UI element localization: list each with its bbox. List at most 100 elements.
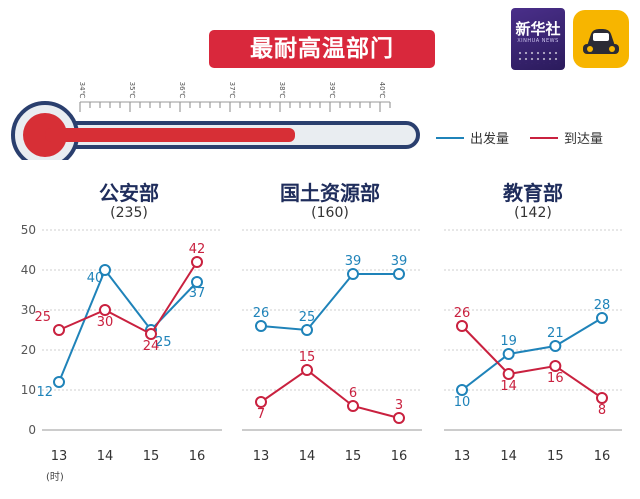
x-tick-label: 15 — [547, 449, 564, 464]
data-label-arrival: 42 — [189, 242, 206, 257]
data-point-arrival — [53, 324, 65, 336]
panel-2-title: 国土资源部 — [280, 181, 380, 205]
data-label-arrival: 26 — [454, 306, 471, 321]
x-tick-label: 13 — [454, 449, 471, 464]
data-point-arrival — [301, 364, 313, 376]
y-tick-label: 50 — [21, 223, 36, 237]
data-point-arrival — [347, 400, 359, 412]
thermometer-scale: 34℃ 35℃ 36℃ 37℃ 38℃ 39℃ 40℃ — [78, 82, 391, 112]
data-point-arrival — [456, 320, 468, 332]
data-label-departure: 37 — [189, 286, 206, 301]
panel-1-title: 公安部 — [99, 181, 159, 205]
xinhua-logo-pattern — [517, 50, 559, 64]
data-label-departure: 19 — [500, 334, 517, 349]
thermometer-tick-label: 38℃ — [278, 82, 286, 99]
data-label-arrival: 14 — [500, 379, 517, 394]
panel-3-count: (142) — [514, 205, 552, 221]
series-line-departure — [461, 317, 603, 391]
data-label-departure: 12 — [36, 385, 53, 400]
page-title: 最耐高温部门 — [209, 30, 435, 68]
panel-1-count: (235) — [110, 205, 148, 221]
thermometer-tick-label: 35℃ — [128, 82, 136, 99]
data-label-departure: 26 — [253, 306, 270, 321]
series-line-departure — [58, 268, 198, 383]
y-tick-label: 20 — [21, 343, 36, 357]
data-label-departure: 25 — [155, 335, 172, 350]
data-label-departure: 28 — [594, 298, 611, 313]
chart-panel-2: 13 14 15 16 26 25 39 39 7 15 6 3 — [242, 229, 422, 464]
thermometer-tick-label: 37℃ — [228, 82, 236, 99]
data-label-departure: 21 — [547, 326, 564, 341]
data-label-arrival: 15 — [299, 350, 316, 365]
data-point-departure — [456, 384, 468, 396]
x-tick-label: 14 — [500, 449, 517, 464]
thermometer-tick-label: 39℃ — [328, 82, 336, 99]
x-tick-label: 15 — [345, 449, 362, 464]
data-point-arrival — [99, 304, 111, 316]
thermometer-tick-label: 34℃ — [78, 82, 86, 99]
data-label-departure: 25 — [299, 310, 316, 325]
data-point-arrival — [393, 412, 405, 424]
data-label-departure: 10 — [454, 395, 471, 410]
time-unit-label: (时) — [46, 472, 64, 483]
data-point-departure — [347, 268, 359, 280]
legend-departure-swatch — [436, 136, 464, 139]
data-label-arrival: 25 — [34, 310, 51, 325]
data-label-arrival: 30 — [97, 315, 114, 330]
legend-arrival-swatch — [530, 136, 558, 139]
data-label-arrival: 8 — [598, 403, 606, 418]
car-icon — [583, 29, 619, 54]
x-tick-label: 15 — [143, 449, 160, 464]
xinhua-logo-text: 新华社 — [515, 20, 561, 38]
legend-arrival-label: 到达量 — [564, 132, 604, 147]
data-point-arrival — [596, 392, 608, 404]
data-label-departure: 40 — [87, 271, 104, 286]
panel-3-title: 教育部 — [503, 181, 563, 205]
legend-departure: 出发量 — [436, 128, 509, 147]
data-point-departure — [191, 276, 203, 288]
y-tick-label: 0 — [28, 423, 36, 437]
series-line-departure — [260, 273, 399, 332]
series-line-arrival — [58, 261, 198, 336]
data-point-arrival — [145, 328, 157, 340]
chart-panel-3: 13 14 15 16 10 19 21 28 26 14 16 8 — [444, 229, 622, 464]
panel-2-count: (160) — [311, 205, 349, 221]
data-point-arrival — [502, 368, 515, 380]
x-tick-label: 16 — [594, 449, 611, 464]
app-logo — [573, 10, 629, 68]
data-label-departure: 39 — [345, 254, 362, 269]
data-label-arrival: 16 — [547, 371, 564, 386]
x-tick-label: 16 — [391, 449, 408, 464]
data-label-arrival: 7 — [257, 407, 265, 422]
data-point-departure — [99, 264, 111, 276]
x-tick-label: 16 — [189, 449, 206, 464]
x-tick-label: 14 — [97, 449, 114, 464]
thermometer-graphic: 34℃ 35℃ 36℃ 37℃ 38℃ 39℃ 40℃ — [11, 82, 420, 160]
data-point-arrival — [255, 396, 267, 408]
data-point-departure — [596, 312, 608, 324]
thermometer-tick-label: 36℃ — [178, 82, 186, 99]
data-label-arrival: 3 — [395, 398, 403, 413]
data-label-arrival: 6 — [349, 386, 357, 401]
data-point-departure — [301, 324, 313, 336]
data-label-departure: 39 — [391, 254, 408, 269]
thermometer-tick-label: 40℃ — [378, 82, 386, 99]
xinhua-logo: 新华社 XINHUA NEWS — [511, 8, 565, 70]
xinhua-logo-subtext: XINHUA NEWS — [517, 38, 559, 44]
y-tick-label: 40 — [21, 263, 36, 277]
data-point-arrival — [191, 256, 203, 268]
legend-departure-label: 出发量 — [470, 132, 510, 147]
data-point-departure — [502, 348, 515, 360]
y-tick-label: 10 — [21, 383, 36, 397]
x-tick-label: 14 — [299, 449, 316, 464]
x-tick-label: 13 — [253, 449, 270, 464]
data-point-departure — [255, 320, 267, 332]
data-point-departure — [393, 268, 405, 280]
data-label-arrival: 24 — [143, 339, 160, 354]
series-line-arrival — [461, 325, 603, 399]
data-point-departure — [53, 376, 65, 388]
series-line-arrival — [260, 368, 400, 419]
y-tick-label: 30 — [21, 303, 36, 317]
